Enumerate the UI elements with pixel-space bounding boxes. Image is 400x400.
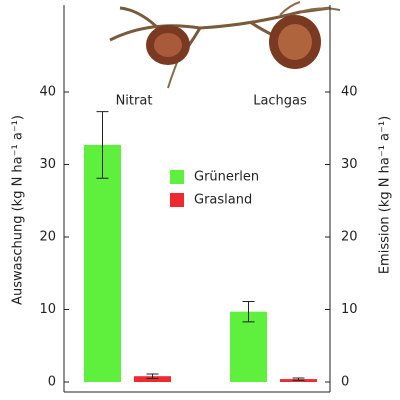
y2-axis-label: Emission (kg N ha⁻¹ a⁻¹) [378, 116, 393, 274]
y-tick-label: 0 [48, 375, 56, 390]
error-bar [146, 373, 159, 379]
y-tick-label: 40 [39, 85, 56, 100]
error-bar [96, 111, 109, 179]
bar [230, 311, 267, 382]
y2-tick-label: 10 [341, 302, 358, 317]
y2-tick-label: 0 [341, 375, 349, 390]
legend-label: Grasland [194, 193, 252, 208]
y2-tick-label: 20 [341, 230, 358, 245]
legend-label: Grünerlen [194, 170, 259, 185]
error-bar [242, 301, 255, 323]
bar [84, 144, 121, 382]
category-label: Nitrat [116, 94, 153, 109]
legend-swatch [170, 193, 184, 207]
y-tick-label: 20 [39, 230, 56, 245]
y-tick-label: 10 [39, 302, 56, 317]
legend-swatch [170, 170, 184, 184]
y2-tick-label: 30 [341, 157, 358, 172]
photo-decoration [109, 1, 341, 89]
y2-tick-label: 40 [341, 85, 358, 100]
bar [134, 376, 171, 382]
error-bar [292, 377, 305, 381]
y-axis-label: Auswaschung (kg N ha⁻¹ a⁻¹) [11, 115, 26, 305]
category-label: Lachgas [253, 94, 307, 109]
y-tick-label: 30 [39, 157, 56, 172]
